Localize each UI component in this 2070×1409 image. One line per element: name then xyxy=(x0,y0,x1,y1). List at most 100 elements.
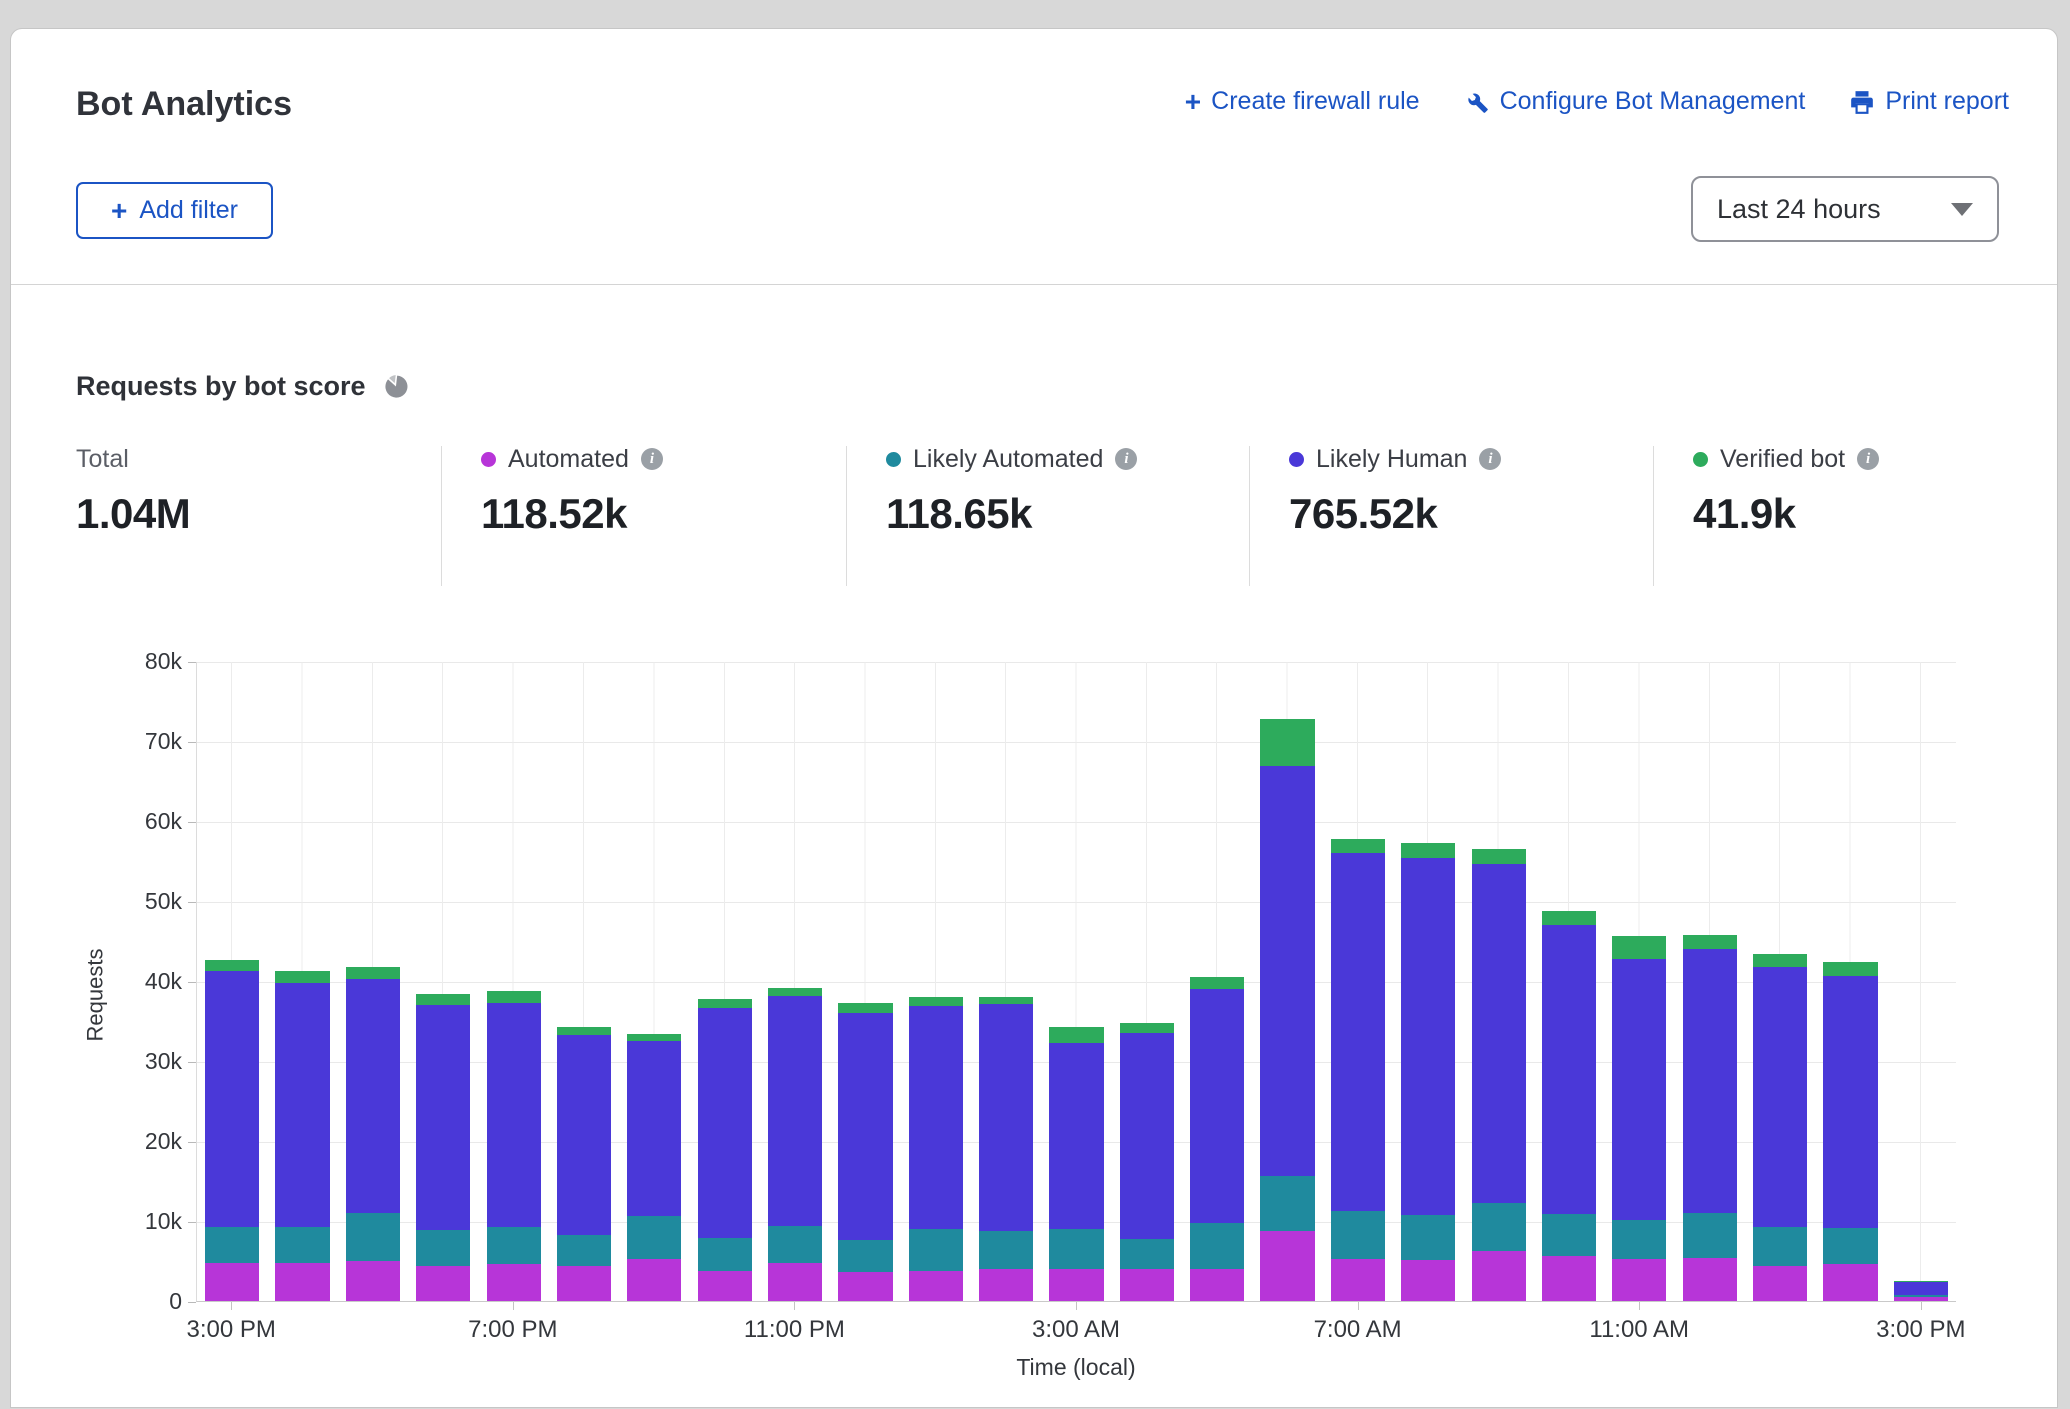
bar-segment-automated[interactable] xyxy=(1190,1269,1245,1301)
bar-segment-automated[interactable] xyxy=(1119,1269,1174,1301)
bar-segment-verified-bot[interactable] xyxy=(1049,1027,1104,1044)
stacked-bar[interactable] xyxy=(908,997,963,1301)
bar-segment-likely-human[interactable] xyxy=(838,1013,893,1241)
stacked-bar[interactable] xyxy=(486,991,541,1301)
bar-segment-likely-automated[interactable] xyxy=(1119,1239,1174,1269)
bar-segment-likely-automated[interactable] xyxy=(486,1226,541,1265)
bar-segment-likely-automated[interactable] xyxy=(1330,1210,1386,1259)
bar-segment-likely-human[interactable] xyxy=(1682,949,1737,1214)
bar-segment-verified-bot[interactable] xyxy=(838,1003,893,1014)
bar-segment-automated[interactable] xyxy=(908,1270,963,1301)
bar-segment-likely-human[interactable] xyxy=(908,1005,963,1230)
bar-segment-likely-automated[interactable] xyxy=(979,1231,1034,1269)
stacked-bar[interactable] xyxy=(1612,936,1667,1301)
bar-segment-likely-human[interactable] xyxy=(205,970,260,1228)
stacked-bar[interactable] xyxy=(1049,1027,1104,1301)
stacked-bar[interactable] xyxy=(1893,1281,1948,1301)
bar-segment-likely-human[interactable] xyxy=(767,996,823,1226)
print-report-link[interactable]: Print report xyxy=(1849,87,2009,116)
bar-segment-likely-human[interactable] xyxy=(1471,864,1526,1204)
bar-segment-likely-human[interactable] xyxy=(1049,1043,1104,1229)
bar-segment-likely-human[interactable] xyxy=(1823,976,1878,1229)
bar-segment-automated[interactable] xyxy=(205,1263,260,1301)
bar-segment-automated[interactable] xyxy=(1541,1256,1597,1301)
bar-segment-verified-bot[interactable] xyxy=(1541,910,1597,926)
bar-segment-verified-bot[interactable] xyxy=(205,960,260,971)
bar-segment-verified-bot[interactable] xyxy=(627,1033,682,1042)
bar-segment-verified-bot[interactable] xyxy=(697,999,752,1009)
bar-segment-likely-human[interactable] xyxy=(275,982,330,1227)
bar-segment-verified-bot[interactable] xyxy=(275,971,330,983)
bar-segment-likely-automated[interactable] xyxy=(1753,1226,1808,1266)
bar-segment-likely-automated[interactable] xyxy=(1893,1295,1948,1297)
bar-segment-likely-human[interactable] xyxy=(1401,857,1456,1216)
bar-segment-likely-human[interactable] xyxy=(1190,989,1245,1224)
create-firewall-rule-link[interactable]: + Create firewall rule xyxy=(1184,85,1420,117)
bar-segment-automated[interactable] xyxy=(1823,1264,1878,1301)
bar-segment-likely-human[interactable] xyxy=(416,1005,471,1230)
bar-segment-verified-bot[interactable] xyxy=(1330,838,1386,854)
bar-segment-verified-bot[interactable] xyxy=(1190,977,1245,990)
bar-segment-verified-bot[interactable] xyxy=(1682,934,1737,950)
bar-segment-automated[interactable] xyxy=(1401,1260,1456,1301)
bar-segment-automated[interactable] xyxy=(838,1272,893,1301)
bar-segment-likely-automated[interactable] xyxy=(1401,1215,1456,1261)
stacked-bar[interactable] xyxy=(1823,961,1878,1301)
bar-segment-likely-human[interactable] xyxy=(486,1002,541,1227)
bar-segment-automated[interactable] xyxy=(1612,1258,1667,1301)
bar-segment-automated[interactable] xyxy=(979,1269,1034,1301)
stacked-bar[interactable] xyxy=(416,993,471,1301)
bar-segment-likely-human[interactable] xyxy=(627,1041,682,1217)
stacked-bar[interactable] xyxy=(627,1033,682,1301)
bar-segment-likely-human[interactable] xyxy=(1753,967,1808,1227)
bar-segment-automated[interactable] xyxy=(1471,1250,1526,1301)
add-filter-button[interactable]: + Add filter xyxy=(76,182,273,239)
configure-bot-management-link[interactable]: Configure Bot Management xyxy=(1464,87,1805,116)
bar-segment-likely-automated[interactable] xyxy=(1260,1176,1315,1232)
bar-segment-verified-bot[interactable] xyxy=(1893,1281,1948,1282)
stacked-bar[interactable] xyxy=(979,997,1034,1301)
stacked-bar[interactable] xyxy=(205,960,260,1301)
bar-segment-likely-human[interactable] xyxy=(979,1004,1034,1232)
bar-segment-likely-automated[interactable] xyxy=(1190,1223,1245,1269)
bar-segment-automated[interactable] xyxy=(486,1264,541,1301)
time-range-select[interactable]: Last 24 hours xyxy=(1691,176,1999,242)
bar-segment-verified-bot[interactable] xyxy=(345,967,400,980)
stacked-bar[interactable] xyxy=(556,1026,612,1301)
stacked-bar[interactable] xyxy=(1330,838,1386,1301)
bar-segment-likely-automated[interactable] xyxy=(627,1216,682,1259)
info-icon[interactable]: i xyxy=(1115,448,1138,470)
info-icon[interactable]: i xyxy=(640,448,663,470)
bar-segment-verified-bot[interactable] xyxy=(1612,936,1667,960)
bar-segment-verified-bot[interactable] xyxy=(486,991,541,1003)
bar-segment-automated[interactable] xyxy=(1682,1257,1737,1301)
bar-segment-verified-bot[interactable] xyxy=(767,988,823,997)
bar-segment-likely-automated[interactable] xyxy=(908,1229,963,1271)
bar-segment-likely-human[interactable] xyxy=(1893,1281,1948,1296)
stacked-bar[interactable] xyxy=(345,967,400,1301)
bar-segment-verified-bot[interactable] xyxy=(1401,842,1456,858)
bar-segment-likely-automated[interactable] xyxy=(1471,1203,1526,1251)
bar-segment-likely-automated[interactable] xyxy=(205,1227,260,1264)
bar-segment-verified-bot[interactable] xyxy=(1260,719,1315,766)
bar-segment-automated[interactable] xyxy=(416,1265,471,1301)
bar-segment-likely-automated[interactable] xyxy=(1612,1220,1667,1259)
info-icon[interactable]: i xyxy=(1479,448,1502,470)
bar-segment-verified-bot[interactable] xyxy=(556,1026,612,1035)
bar-segment-likely-human[interactable] xyxy=(697,1008,752,1238)
bar-segment-automated[interactable] xyxy=(627,1258,682,1301)
bar-segment-likely-human[interactable] xyxy=(1260,765,1315,1177)
bar-segment-verified-bot[interactable] xyxy=(908,997,963,1006)
bar-segment-automated[interactable] xyxy=(345,1261,400,1301)
stacked-bar[interactable] xyxy=(1401,842,1456,1301)
bar-segment-likely-automated[interactable] xyxy=(275,1226,330,1263)
stacked-bar[interactable] xyxy=(1471,849,1526,1301)
bar-segment-likely-human[interactable] xyxy=(556,1034,612,1236)
bar-segment-automated[interactable] xyxy=(1049,1269,1104,1301)
bar-segment-likely-automated[interactable] xyxy=(345,1213,400,1261)
stacked-bar[interactable] xyxy=(1541,910,1597,1301)
stacked-bar[interactable] xyxy=(1260,719,1315,1301)
bar-segment-likely-automated[interactable] xyxy=(556,1235,612,1266)
bar-segment-automated[interactable] xyxy=(1753,1265,1808,1301)
bar-segment-likely-automated[interactable] xyxy=(767,1225,823,1264)
